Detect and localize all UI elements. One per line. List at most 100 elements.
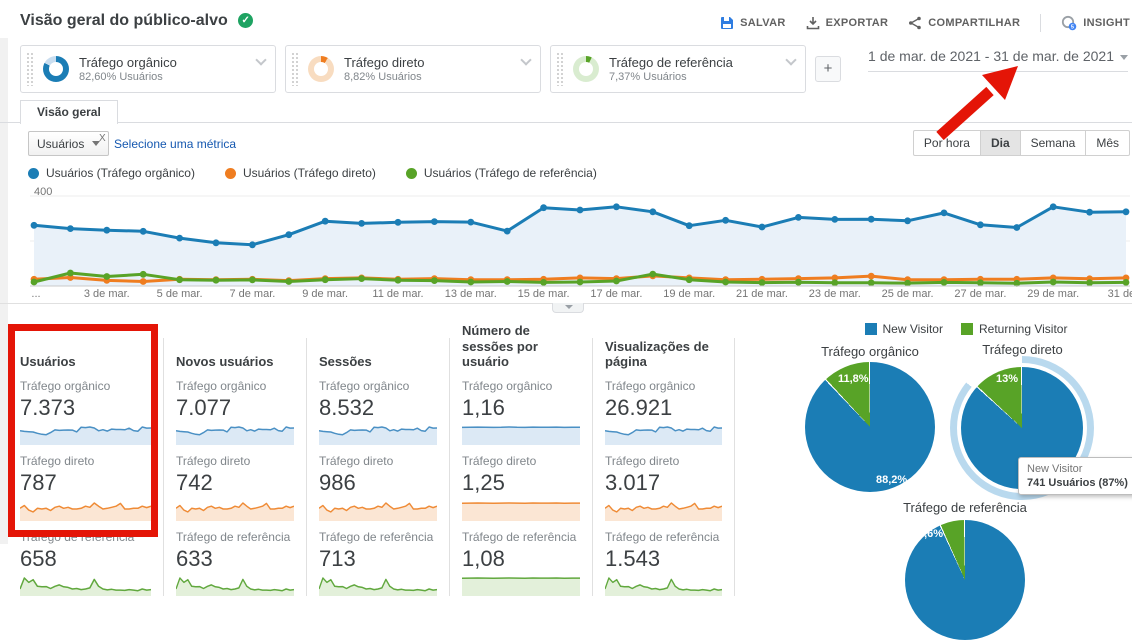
metric-label: Tráfego de referência — [462, 529, 577, 544]
metric-label: Tráfego orgânico — [319, 379, 410, 393]
metric-column-sessions: Sessões Tráfego orgânico 8.532 Tráfego d… — [306, 338, 449, 596]
add-segment-button[interactable]: + — [815, 56, 841, 82]
legend-item-new-visitor[interactable]: New Visitor — [864, 322, 943, 336]
metric-block: Tráfego orgânico 7.373 — [20, 379, 151, 446]
pie-slice-label: 13% — [996, 373, 1019, 385]
x-axis-label: 13 de mar. — [444, 288, 497, 300]
legend-item-organic[interactable]: Usuários (Tráfego orgânico) — [28, 166, 195, 180]
collapse-chart-handle[interactable] — [552, 303, 584, 313]
drag-handle-icon[interactable] — [291, 52, 299, 86]
metric-label: Tráfego direto — [20, 454, 95, 469]
metric-block: Tráfego de referência 658 — [20, 530, 151, 596]
chevron-down-icon[interactable] — [255, 54, 267, 66]
segment-card-direct[interactable]: Tráfego direto 8,82% Usuários — [285, 45, 541, 93]
x-axis-label: 25 de mar. — [881, 288, 934, 300]
metric-label: Tráfego direto — [176, 454, 251, 469]
line-chart-plot[interactable] — [30, 190, 1130, 287]
segment-subtitle: 82,60% Usuários — [79, 71, 163, 83]
granularity-week-button[interactable]: Semana — [1019, 130, 1087, 156]
metric-value: 986 — [319, 470, 356, 496]
chart-legend: Usuários (Tráfego orgânico) Usuários (Tr… — [28, 166, 597, 180]
drag-handle-icon[interactable] — [556, 52, 564, 86]
share-icon — [909, 16, 922, 30]
select-metric-link[interactable]: Selecione uma métrica — [114, 137, 237, 151]
insights-label: INSIGHT — [1083, 17, 1130, 29]
legend-item-referral[interactable]: Usuários (Tráfego de referência) — [405, 166, 597, 180]
sparkline-direct — [20, 501, 151, 521]
granularity-hourly-button[interactable]: Por hora — [912, 130, 981, 156]
drag-handle-icon[interactable] — [26, 52, 34, 86]
metric-value: 7.373 — [20, 395, 76, 420]
metric-value: 713 — [319, 545, 356, 571]
segment-subtitle: 8,82% Usuários — [344, 71, 422, 83]
share-button[interactable]: COMPARTILHAR — [908, 16, 1020, 30]
date-range-selector[interactable]: 1 de mar. de 2021 - 31 de mar. de 2021 — [868, 48, 1128, 72]
metric-column-users: Usuários Tráfego orgânico 7.373 Tráfego … — [20, 338, 163, 596]
granularity-month-button[interactable]: Mês — [1085, 130, 1130, 156]
sparkline-referral — [176, 577, 294, 596]
metric-label: Tráfego direto — [605, 454, 680, 469]
save-button[interactable]: SALVAR — [720, 16, 785, 30]
metric-clear-button[interactable]: X — [99, 133, 106, 144]
metric-block: Tráfego orgânico 1,16 — [462, 379, 580, 446]
sparkline-referral — [462, 577, 580, 596]
sparkline-direct — [319, 501, 437, 521]
pie-chart-organic[interactable] — [805, 362, 935, 492]
metric-value: 1.543 — [605, 545, 661, 571]
legend-dot-icon — [405, 167, 417, 179]
segment-card-referral[interactable]: Tráfego de referência 7,37% Usuários — [550, 45, 806, 93]
metric-value: 8.532 — [319, 395, 375, 420]
export-button[interactable]: EXPORTAR — [806, 16, 889, 30]
tab-overview[interactable]: Visão geral — [20, 100, 118, 124]
metric-column-title: Visualizações de página — [605, 338, 709, 370]
metric-block: Tráfego orgânico 26.921 — [605, 379, 722, 446]
legend-item-direct[interactable]: Usuários (Tráfego direto) — [224, 166, 376, 180]
x-axis-label: 31 de... — [1107, 288, 1132, 300]
metric-value: 1,25 — [462, 470, 505, 496]
x-axis-label: ... — [31, 288, 41, 300]
pie-title-direct: Tráfego direto — [982, 342, 1063, 357]
save-icon — [721, 17, 734, 29]
metric-value: 742 — [176, 470, 213, 496]
date-range-text: 1 de mar. de 2021 - 31 de mar. de 2021 — [868, 48, 1114, 64]
chevron-down-icon[interactable] — [520, 54, 532, 66]
metric-value: 1,08 — [462, 545, 505, 571]
metric-block: Tráfego de referência 1,08 — [462, 530, 580, 596]
x-axis-label: 21 de mar. — [736, 288, 788, 300]
sparkline-direct — [462, 501, 580, 521]
metric-block: Tráfego direto 986 — [319, 454, 437, 521]
chevron-down-icon[interactable] — [785, 54, 797, 66]
metric-label: Tráfego direto — [319, 454, 394, 469]
segment-text: Tráfego direto 8,82% Usuários — [344, 55, 424, 83]
sparkline-direct — [605, 501, 722, 521]
x-axis-label: 11 de mar. — [372, 288, 424, 300]
legend-label: Usuários (Tráfego direto) — [242, 166, 376, 180]
insights-button[interactable]: 5 INSIGHT — [1061, 15, 1130, 31]
segment-text: Tráfego de referência 7,37% Usuários — [609, 55, 733, 83]
segment-text: Tráfego orgânico 82,60% Usuários — [79, 55, 177, 83]
audience-overview-page: Visão geral do público-alvo ✓ SALVAR EXP… — [0, 12, 1132, 640]
legend-item-returning-visitor[interactable]: Returning Visitor — [960, 322, 1067, 336]
segment-card-organic[interactable]: Tráfego orgânico 82,60% Usuários — [20, 45, 276, 93]
pie-slice-label: 6,6% — [918, 528, 944, 540]
x-axis-label: 19 de mar. — [663, 288, 716, 300]
metric-value: 633 — [176, 545, 213, 571]
metric-dropdown[interactable]: Usuários — [28, 131, 110, 156]
metric-column-title: Usuários — [20, 354, 76, 370]
metric-column-title: Sessões — [319, 354, 372, 370]
verified-badge-icon: ✓ — [238, 13, 254, 29]
segment-name: Tráfego orgânico — [79, 55, 177, 70]
granularity-day-button[interactable]: Dia — [979, 130, 1021, 156]
metric-label: Tráfego orgânico — [20, 379, 111, 393]
metric-block: Tráfego direto 742 — [176, 454, 294, 521]
x-axis-label: 9 de mar. — [302, 288, 349, 300]
sparkline-organic — [20, 426, 151, 446]
export-label: EXPORTAR — [825, 17, 889, 29]
metric-block: Tráfego de referência 1.543 — [605, 530, 722, 596]
metric-label: Tráfego de referência — [319, 529, 434, 544]
metric-dropdown-value: Usuários — [37, 136, 85, 151]
metric-column-new-users: Novos usuários Tráfego orgânico 7.077 Tr… — [163, 338, 306, 596]
x-axis-label: 3 de mar. — [83, 288, 130, 300]
x-axis-label: 29 de mar. — [1027, 288, 1080, 300]
segment-donut-icon — [308, 56, 334, 82]
